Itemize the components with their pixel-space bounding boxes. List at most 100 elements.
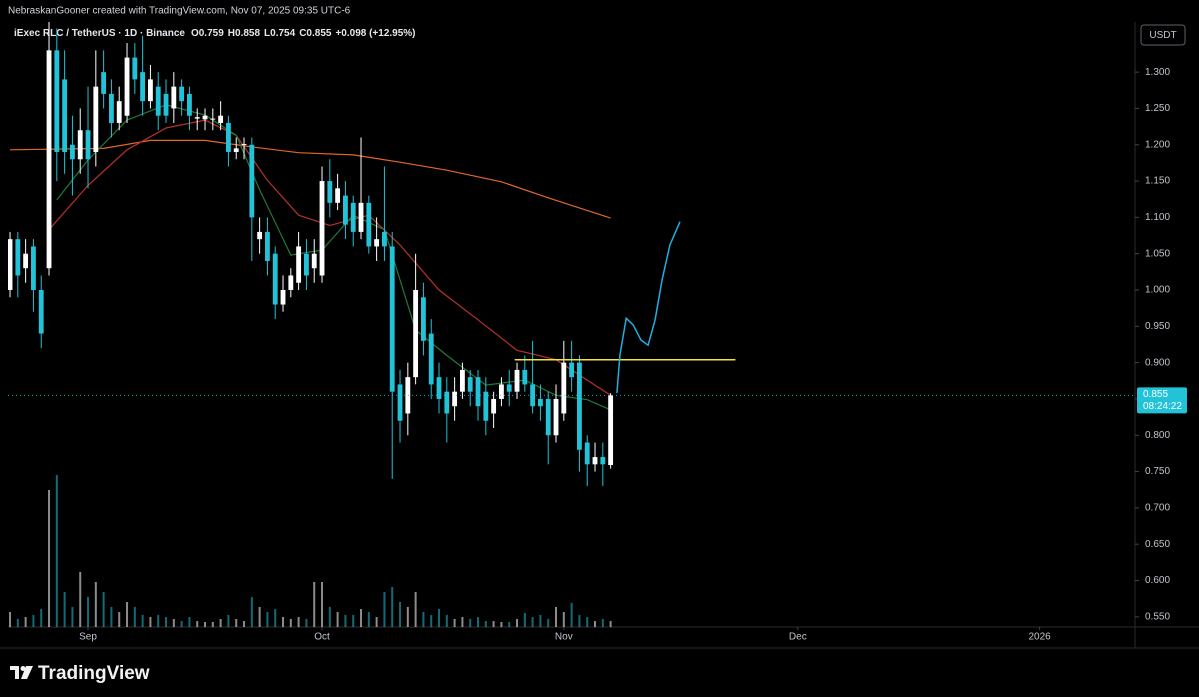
candle-body <box>452 391 458 407</box>
ohlc-label: H <box>228 28 235 39</box>
volume-bar <box>250 597 253 627</box>
candle-body <box>506 384 512 392</box>
x-tick-label: Sep <box>79 632 97 643</box>
volume-bar <box>32 615 35 627</box>
volume-bar <box>94 582 97 627</box>
candle-body <box>397 384 403 421</box>
volume-bar <box>9 612 12 627</box>
volume-bar <box>282 617 285 627</box>
volume-bar <box>63 592 66 627</box>
candle-body <box>194 117 200 119</box>
attribution: NebraskanGooner created with TradingView… <box>8 6 351 17</box>
ohlc-value: 0.858 <box>235 28 260 39</box>
volume-bar <box>484 621 487 627</box>
volume-bar <box>461 617 464 627</box>
logo-slash <box>21 666 33 679</box>
volume-bar <box>289 619 292 627</box>
candle-body <box>140 72 146 102</box>
moving-average <box>48 119 611 396</box>
volume-bar <box>71 607 74 627</box>
volume-bar <box>477 617 480 627</box>
candle-body <box>561 362 567 414</box>
candle-body <box>116 101 122 123</box>
candle-body <box>467 377 473 392</box>
volume-bar <box>399 602 402 627</box>
volume-bar <box>508 622 511 627</box>
candle-body <box>226 122 231 153</box>
y-tick-label: 1.000 <box>1145 285 1170 296</box>
volume-bar <box>594 621 597 627</box>
candle-body <box>132 57 138 80</box>
candle-body <box>187 93 192 116</box>
volume-bar <box>469 619 472 627</box>
volume-bar <box>406 607 409 627</box>
candle-body <box>428 333 434 385</box>
volume-bar <box>352 615 355 627</box>
y-tick-label: 0.800 <box>1145 430 1170 441</box>
candle-body <box>491 398 497 414</box>
candle-body <box>38 290 44 334</box>
y-tick-label: 0.700 <box>1145 503 1170 514</box>
candle-body <box>109 93 114 123</box>
volume-bar <box>55 475 58 627</box>
volume-bar <box>344 615 347 627</box>
volume-bar <box>523 613 526 627</box>
currency: USDT <box>1149 30 1176 41</box>
candle-body <box>210 118 216 120</box>
plot <box>8 22 614 627</box>
candle-body <box>163 93 169 116</box>
volume-bar <box>516 619 519 627</box>
volume-bar <box>196 621 199 627</box>
candle-body <box>101 72 107 94</box>
volume-bar <box>274 609 277 627</box>
volume-bar <box>578 615 581 627</box>
ohlc-label: O <box>191 28 199 39</box>
x-tick-label: Nov <box>555 632 573 643</box>
y-tick-label: 1.250 <box>1145 103 1170 114</box>
currency-box[interactable] <box>1140 24 1186 46</box>
y-tick-label: 0.650 <box>1145 539 1170 550</box>
candle-body <box>23 253 29 269</box>
logo <box>10 666 33 679</box>
y-tick-label: 1.050 <box>1145 248 1170 259</box>
candle-body <box>600 457 606 465</box>
volume-bar <box>149 617 152 627</box>
price-tag-countdown: 08:24:22 <box>1143 401 1182 412</box>
volume-bar <box>438 609 441 627</box>
candle-body <box>202 115 208 120</box>
x-tick-label: Oct <box>314 632 330 643</box>
candle-body <box>382 231 387 247</box>
ohlc-value: 0.759 <box>199 28 224 39</box>
volume-bar <box>414 592 417 627</box>
candle-body <box>148 79 153 102</box>
volume-bar <box>555 607 558 627</box>
candle-body <box>15 239 21 276</box>
volume-bar <box>297 617 300 627</box>
candle-body <box>31 246 36 291</box>
candle-body <box>413 290 419 378</box>
volume-bar <box>391 587 394 627</box>
volume-bar <box>539 615 542 627</box>
volume-bar <box>48 490 51 627</box>
candle-body <box>257 231 263 240</box>
volume-bar <box>328 607 331 627</box>
candle-body <box>405 377 411 414</box>
candle-body <box>171 86 177 109</box>
candle-body <box>296 246 302 283</box>
candle-body <box>70 144 75 160</box>
candle-body <box>608 395 614 466</box>
y-tick-label: 1.150 <box>1145 176 1170 187</box>
volume-bar <box>609 621 612 627</box>
candle-body <box>155 86 161 116</box>
candle-body <box>389 246 395 392</box>
volume-bar <box>492 621 495 627</box>
y-tick-label: 0.600 <box>1145 575 1170 586</box>
candle-body <box>77 130 83 160</box>
candle-body <box>54 50 60 153</box>
volume-bar <box>211 622 214 627</box>
volume-bar <box>445 615 448 627</box>
candle-body <box>358 202 364 232</box>
y-tick-label: 0.750 <box>1145 466 1170 477</box>
volume-bar <box>453 619 456 627</box>
